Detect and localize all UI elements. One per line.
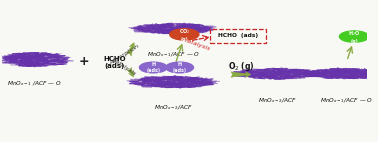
Text: MnO$_{x-1}$ /ACF — O: MnO$_{x-1}$ /ACF — O bbox=[7, 79, 62, 88]
Text: MnO$_{x-1}$/ACF — O: MnO$_{x-1}$/ACF — O bbox=[147, 50, 200, 59]
Circle shape bbox=[170, 29, 199, 40]
Circle shape bbox=[339, 31, 369, 42]
Text: H
(ads): H (ads) bbox=[146, 62, 160, 73]
Text: CO$_2$
(g): CO$_2$ (g) bbox=[178, 27, 190, 42]
Text: HCHO
(ads): HCHO (ads) bbox=[104, 56, 126, 69]
Text: O$_2$ (g): O$_2$ (g) bbox=[228, 60, 254, 73]
Text: HCHO  (ads): HCHO (ads) bbox=[218, 33, 259, 38]
Text: Catalysis: Catalysis bbox=[183, 38, 211, 52]
Text: +: + bbox=[79, 55, 89, 68]
Text: H
(ads): H (ads) bbox=[173, 62, 187, 73]
Text: Adsorption: Adsorption bbox=[108, 43, 140, 66]
Text: Catalysis: Catalysis bbox=[111, 57, 137, 77]
Circle shape bbox=[139, 62, 167, 73]
Text: H$_2$O
(g): H$_2$O (g) bbox=[348, 29, 360, 44]
Text: MnO$_{x-2}$/ACF: MnO$_{x-2}$/ACF bbox=[258, 96, 297, 105]
Text: MnO$_{x-1}$/ACF — O: MnO$_{x-1}$/ACF — O bbox=[320, 96, 373, 105]
Circle shape bbox=[166, 62, 194, 73]
Text: MnO$_{x-2}$/ACF: MnO$_{x-2}$/ACF bbox=[154, 103, 193, 112]
